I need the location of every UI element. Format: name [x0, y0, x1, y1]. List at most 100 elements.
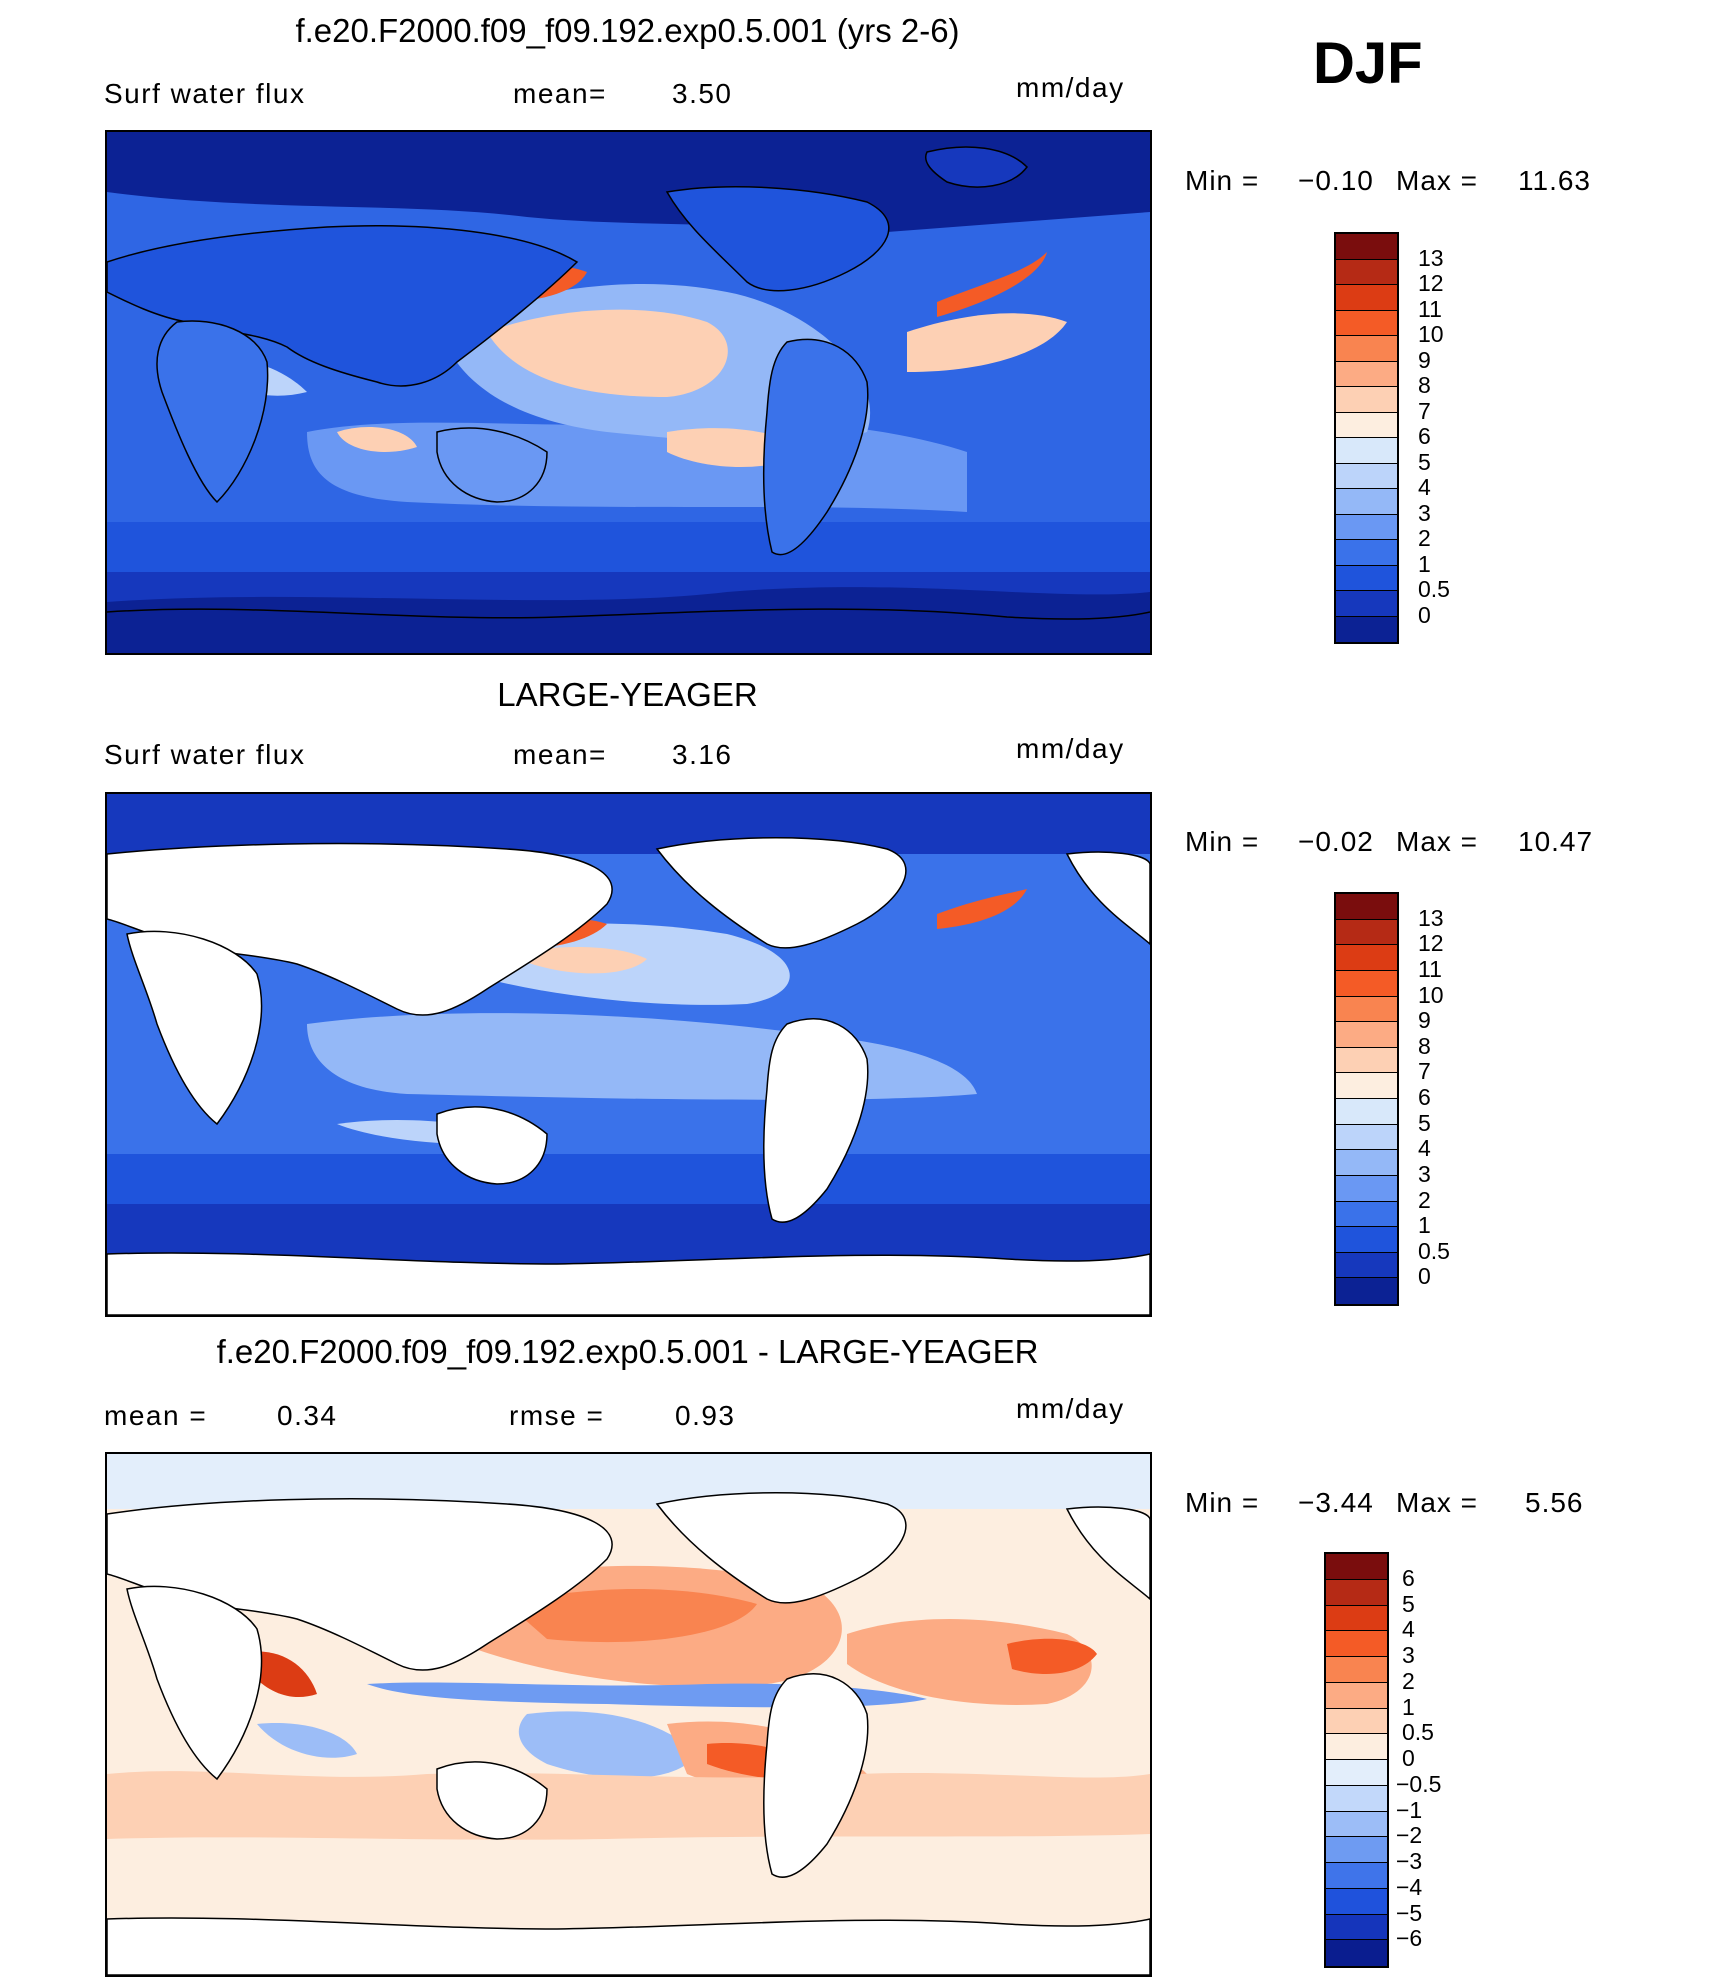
colorbar-swatch: [1326, 1888, 1387, 1915]
colorbar-tick-label: 0.5: [1418, 1237, 1450, 1264]
colorbar-swatch: [1326, 1837, 1387, 1863]
colorbar-swatch: [1326, 1631, 1387, 1657]
colorbar-tick-label: 9: [1418, 346, 1431, 373]
colorbar-tick-label: 10: [1418, 981, 1444, 1008]
colorbar-tick-label: 0: [1418, 1263, 1431, 1290]
panel2-colorbar: [1334, 892, 1399, 1306]
colorbar-tick-label: 0: [1402, 1745, 1415, 1771]
colorbar-tick-label: 3: [1418, 499, 1431, 526]
colorbar-tick-label: 6: [1402, 1564, 1415, 1591]
colorbar-tick-label: 2: [1418, 1186, 1431, 1213]
panel3-rmse-value: 0.93: [675, 1400, 736, 1431]
panel1-variable-label: Surf water flux: [104, 78, 306, 109]
colorbar-tick-label: 11: [1418, 955, 1442, 982]
panel1-mean-label: mean=: [513, 78, 607, 109]
colorbar-tick-label: 5: [1402, 1590, 1415, 1617]
colorbar-tick-label: −5: [1396, 1899, 1423, 1926]
colorbar-tick-label: −0.5: [1396, 1770, 1442, 1797]
panel2-units: mm/day: [1016, 733, 1125, 764]
colorbar-tick-label: 0.5: [1418, 576, 1450, 602]
colorbar-swatch: [1336, 463, 1397, 489]
colorbar-swatch: [1336, 336, 1397, 362]
colorbar-swatch: [1336, 361, 1397, 387]
panel2-min-label: Min =: [1185, 826, 1260, 857]
panel1-max-label: Max =: [1396, 165, 1479, 196]
colorbar-swatch: [1336, 1227, 1397, 1253]
season-label: DJF: [1313, 31, 1423, 96]
colorbar-swatch: [1326, 1554, 1387, 1580]
colorbar-tick-label: 10: [1418, 321, 1444, 347]
colorbar-swatch: [1336, 945, 1397, 971]
panel1-colorbar-ticks: 13 12 11 10 9 8 7 6 5 4 3 2 1 0.5 0: [1418, 232, 1498, 640]
colorbar-swatch: [1336, 1047, 1397, 1074]
colorbar-swatch: [1336, 1022, 1397, 1048]
colorbar-swatch: [1336, 919, 1397, 946]
colorbar-tick-label: 7: [1418, 397, 1431, 424]
colorbar-swatch: [1336, 970, 1397, 997]
panel1-min-value: −0.10: [1298, 165, 1374, 196]
colorbar-swatch: [1326, 1940, 1387, 1966]
colorbar-swatch: [1326, 1760, 1387, 1786]
colorbar-tick-label: 4: [1418, 1135, 1431, 1162]
colorbar-tick-label: −6: [1396, 1925, 1423, 1952]
colorbar-swatch: [1326, 1657, 1387, 1683]
panel3-mean-value: 0.34: [277, 1400, 338, 1431]
colorbar-swatch: [1336, 1124, 1397, 1151]
colorbar-tick-label: −1: [1396, 1796, 1423, 1823]
panel3-min-label: Min =: [1185, 1487, 1260, 1518]
colorbar-swatch: [1326, 1682, 1387, 1709]
colorbar-swatch: [1336, 565, 1397, 591]
panel2-map: [105, 792, 1152, 1317]
colorbar-tick-label: 4: [1418, 474, 1431, 500]
panel2-mean-value: 3.16: [672, 739, 733, 770]
panel1-mean-value: 3.50: [672, 78, 733, 109]
colorbar-tick-label: 8: [1418, 1032, 1431, 1059]
colorbar-swatch: [1336, 438, 1397, 464]
colorbar-swatch: [1336, 514, 1397, 540]
colorbar-tick-label: 2: [1402, 1667, 1415, 1694]
colorbar-swatch: [1336, 1073, 1397, 1099]
colorbar-swatch: [1326, 1605, 1387, 1632]
colorbar-swatch: [1336, 1150, 1397, 1176]
colorbar-swatch: [1326, 1811, 1387, 1838]
colorbar-swatch: [1326, 1708, 1387, 1735]
panel1-units: mm/day: [1016, 72, 1125, 103]
colorbar-swatch: [1336, 234, 1397, 260]
colorbar-tick-label: 4: [1402, 1616, 1415, 1643]
panel3-colorbar: [1324, 1552, 1389, 1968]
panel3-units: mm/day: [1016, 1393, 1125, 1424]
colorbar-swatch: [1336, 412, 1397, 438]
panel2-variable-label: Surf water flux: [104, 739, 306, 770]
panel2-colorbar-ticks: 13 12 11 10 9 8 7 6 5 4 3 2 1 0.5 0: [1418, 892, 1498, 1302]
panel2-min-value: −0.02: [1298, 826, 1374, 857]
colorbar-swatch: [1336, 1278, 1397, 1304]
colorbar-tick-label: 12: [1418, 270, 1444, 296]
panel3-rmse-label: rmse =: [509, 1400, 605, 1431]
colorbar-tick-label: 13: [1418, 244, 1444, 271]
colorbar-tick-label: 8: [1418, 372, 1431, 398]
colorbar-tick-label: 3: [1418, 1160, 1431, 1187]
panel3-mean-label: mean =: [104, 1400, 208, 1431]
panel1-map: [105, 130, 1152, 655]
colorbar-swatch: [1336, 616, 1397, 642]
panel2-max-value: 10.47: [1518, 826, 1594, 857]
colorbar-swatch: [1326, 1734, 1387, 1760]
colorbar-tick-label: 3: [1402, 1642, 1415, 1668]
colorbar-tick-label: 1: [1402, 1693, 1415, 1720]
panel3-max-value: 5.56: [1525, 1487, 1584, 1518]
panel3-colorbar-ticks: 6 5 4 3 2 1 0.5 0 −0.5 −1 −2 −3 −4 −5 −6: [1396, 1552, 1492, 1964]
panel2-mean-label: mean=: [513, 739, 607, 770]
colorbar-tick-label: 5: [1418, 448, 1431, 475]
colorbar-swatch: [1336, 1175, 1397, 1202]
panel3-title: f.e20.F2000.f09_f09.192.exp0.5.001 - LAR…: [216, 1333, 1039, 1370]
panel1-colorbar: [1334, 232, 1399, 644]
colorbar-tick-label: 5: [1418, 1109, 1431, 1136]
colorbar-swatch: [1336, 310, 1397, 336]
panel3-map: [105, 1452, 1152, 1977]
colorbar-tick-label: 6: [1418, 1084, 1431, 1110]
colorbar-tick-label: 6: [1418, 423, 1431, 449]
colorbar-swatch: [1326, 1863, 1387, 1889]
colorbar-swatch: [1336, 894, 1397, 920]
panel2-title: LARGE-YEAGER: [497, 676, 758, 713]
colorbar-swatch: [1336, 1252, 1397, 1279]
